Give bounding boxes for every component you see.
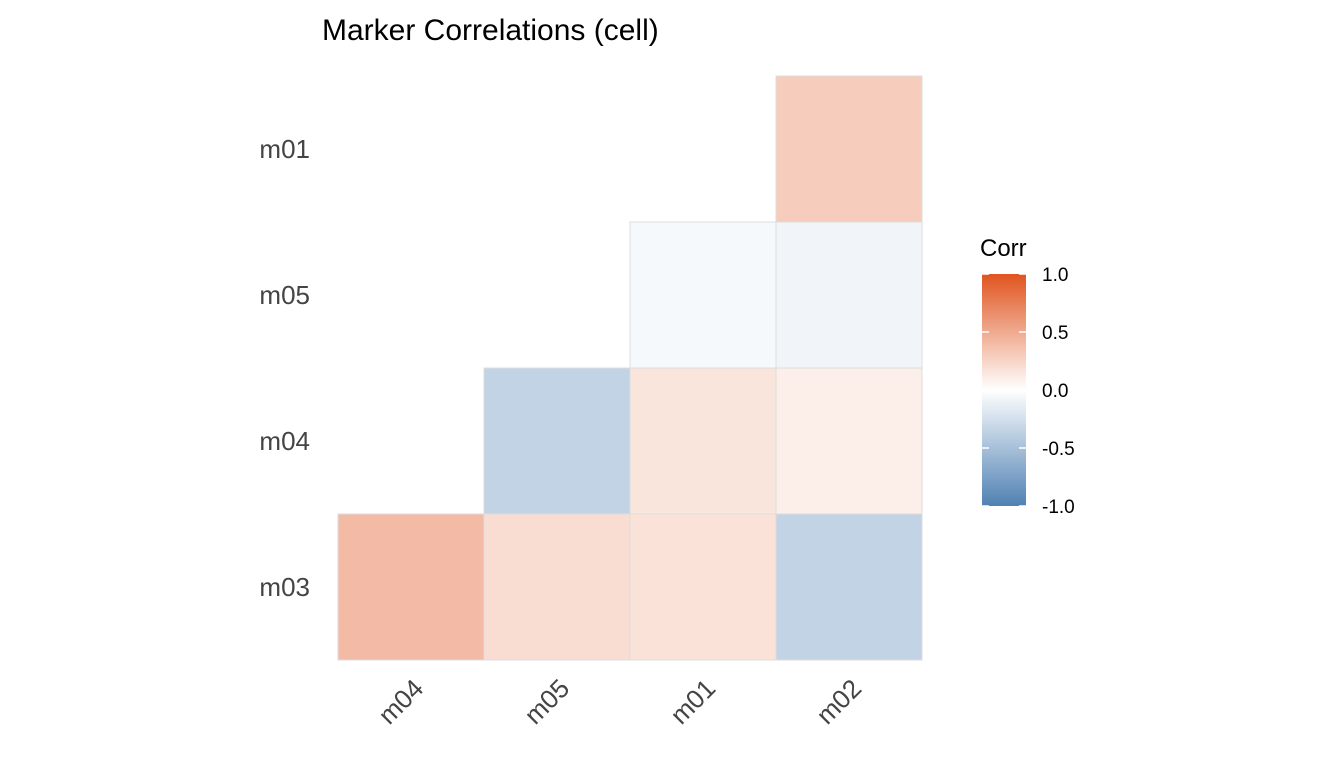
heatmap-cell-m04-m02 <box>775 367 923 515</box>
heatmap-cell-m03-m01 <box>629 513 777 661</box>
legend-tick-label: 0.0 <box>1042 381 1068 402</box>
legend-ticks: 1.0 0.5 0.0 -0.5 -1.0 <box>982 265 1075 518</box>
heatmap-cell-m05-m01 <box>629 221 777 369</box>
heatmap-cell-m03-m05 <box>483 513 631 661</box>
heatmap-cell-m04-m01 <box>629 367 777 515</box>
y-axis-labels: m01 m05 m04 m03 <box>259 134 310 602</box>
x-tick-label: m04 <box>372 673 429 730</box>
heatmap-cell-m03-m02 <box>775 513 923 661</box>
legend-tick-label: -1.0 <box>1042 497 1075 518</box>
x-tick-label: m02 <box>810 673 867 730</box>
x-tick-label: m01 <box>664 673 721 730</box>
legend-title: Corr <box>980 235 1027 262</box>
y-tick-label: m03 <box>259 572 310 602</box>
x-axis-labels: m04 m05 m01 m02 <box>372 673 867 730</box>
legend-tick-label: 0.5 <box>1042 323 1068 344</box>
heatmap-cell-m04-m05 <box>483 367 631 515</box>
heatmap-cell-m05-m02 <box>775 221 923 369</box>
heatmap-tiles <box>337 75 923 661</box>
legend-tick-label: 1.0 <box>1042 265 1068 286</box>
heatmap-cell-m01-m02 <box>775 75 923 223</box>
heatmap-cell-m03-m04 <box>337 513 485 661</box>
legend-colorbar <box>982 274 1026 506</box>
y-tick-label: m04 <box>259 426 310 456</box>
chart-title: Marker Correlations (cell) <box>322 14 659 47</box>
color-legend: Corr 1.0 0.5 0.0 -0.5 -1.0 <box>980 235 1075 518</box>
x-tick-label: m05 <box>518 673 575 730</box>
y-tick-label: m01 <box>259 134 310 164</box>
legend-tick-label: -0.5 <box>1042 439 1075 460</box>
y-tick-label: m05 <box>259 280 310 310</box>
